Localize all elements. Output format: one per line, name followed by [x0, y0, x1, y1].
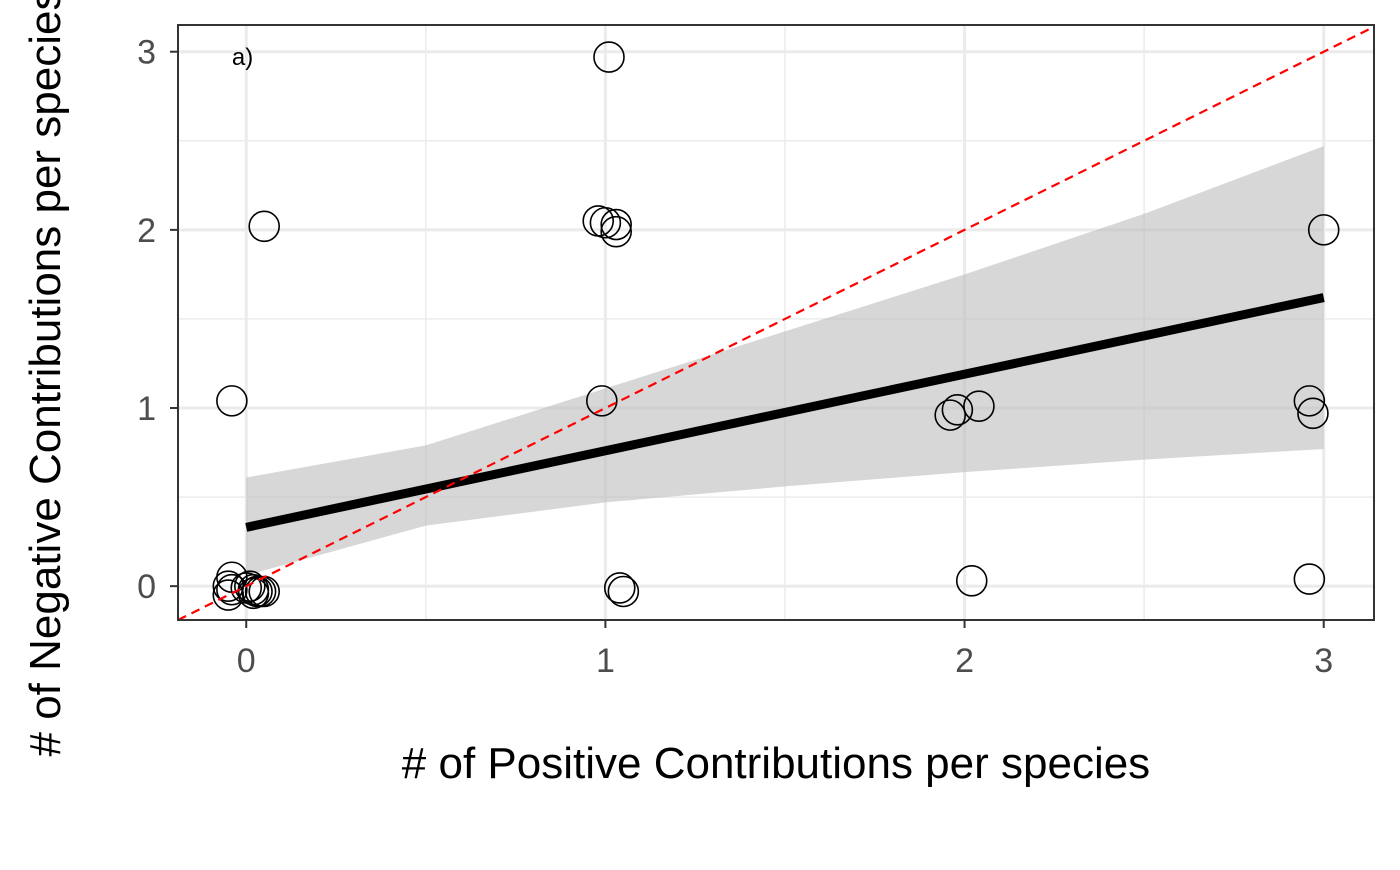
data-point	[607, 575, 640, 608]
data-point	[593, 41, 625, 73]
data-point	[1307, 214, 1340, 246]
data-point	[1297, 397, 1329, 430]
panel-content	[178, 25, 1374, 620]
x-axis-title: # of Positive Contributions per species	[402, 739, 1150, 788]
panel-annotation: a)	[232, 44, 253, 71]
data-point	[941, 393, 974, 426]
data-point	[603, 572, 636, 604]
y-axis-title: # of Negative Contributions per species	[21, 0, 70, 756]
data-point	[237, 577, 270, 610]
data-point	[248, 210, 280, 243]
x-tick-label: 3	[1314, 642, 1333, 680]
data-point	[934, 399, 966, 431]
data-point	[216, 385, 248, 417]
data-point	[1293, 385, 1326, 417]
data-point	[600, 208, 632, 241]
y-tick-label: 3	[137, 34, 156, 72]
data-point	[216, 573, 248, 606]
data-point	[212, 579, 245, 611]
data-point	[1293, 563, 1326, 595]
y-tick-label: 0	[137, 568, 156, 606]
x-tick-label: 2	[955, 642, 974, 680]
data-point	[586, 385, 618, 417]
data-point	[589, 206, 622, 239]
y-tick-label: 2	[137, 212, 156, 250]
reference-line-1to1	[178, 25, 1374, 620]
data-point	[963, 390, 995, 423]
data-point	[600, 215, 632, 248]
x-tick-label: 0	[237, 642, 256, 680]
regression-line	[245, 293, 1325, 532]
data-point	[955, 565, 988, 597]
x-tick-label: 1	[596, 642, 615, 680]
panel-border	[177, 24, 1375, 621]
y-tick-label: 1	[137, 390, 156, 428]
